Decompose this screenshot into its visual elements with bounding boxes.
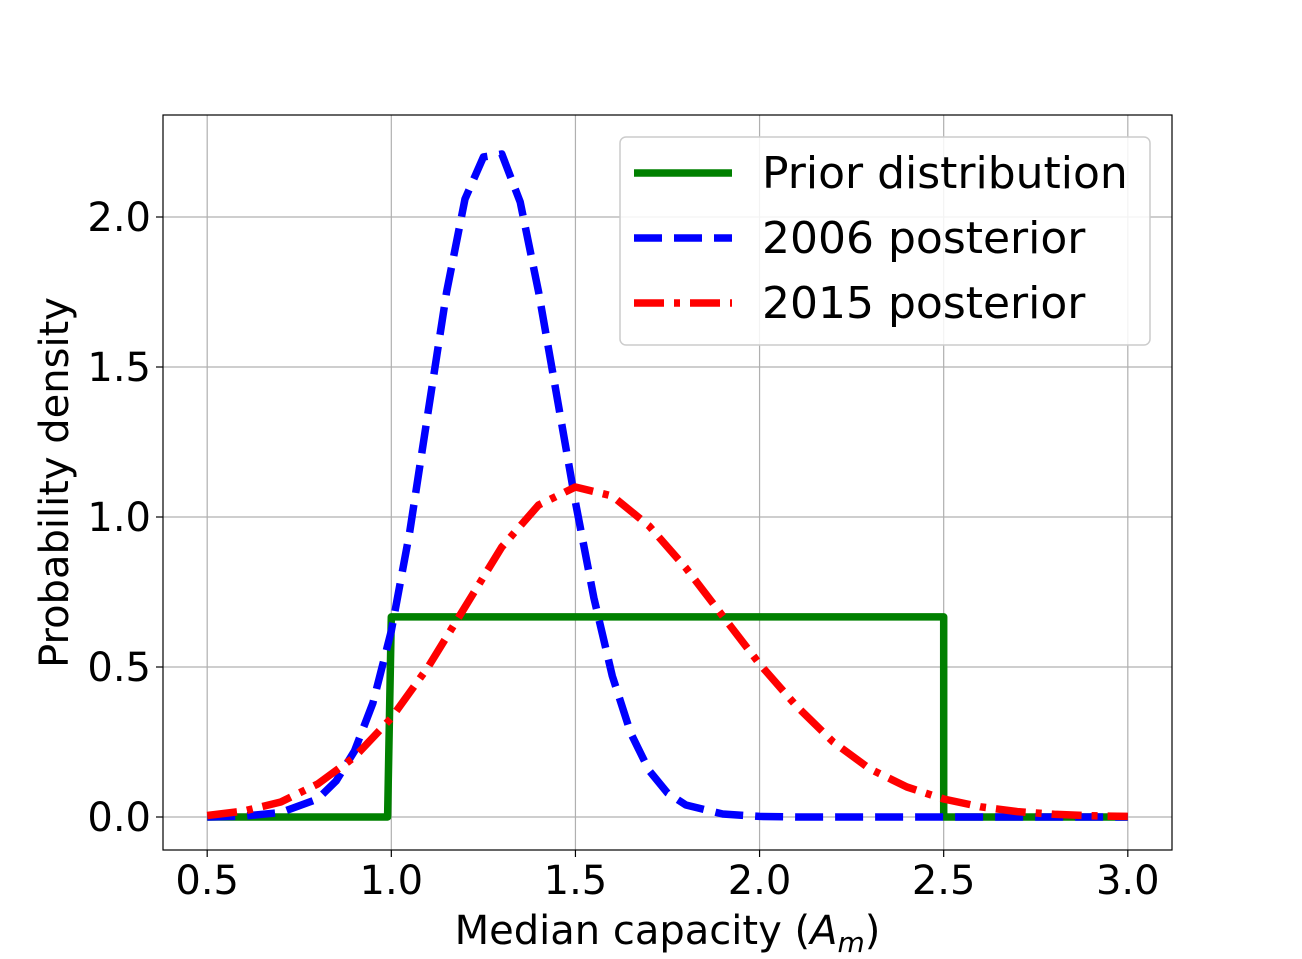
x-tick-label: 2.0	[728, 858, 792, 904]
plot-frame	[162, 114, 1173, 851]
x-tick-label: 3.0	[1096, 858, 1160, 904]
series-line-2	[207, 150, 1128, 821]
axis-ticks: 0.5 1.0 1.5 2.0 2.5 3.0 0.0 0.5 1.0 1.5 2.0	[87, 195, 1159, 904]
legend-items: Prior distribution 2006 posterior 2015 pos…	[634, 148, 1128, 329]
x-axis-label-symbol: A	[807, 908, 837, 954]
legend-box	[619, 136, 1151, 346]
x-axis-label-subscript: m	[837, 926, 864, 955]
legend-label-3: 2015 posterior	[762, 278, 1086, 329]
x-axis-label-text: Median capacity (	[455, 908, 810, 954]
y-tick-label: 0.0	[87, 795, 151, 841]
x-tick-label: 1.0	[360, 858, 424, 904]
series-group	[206, 150, 1128, 821]
legend-label-1: Prior distribution	[762, 148, 1128, 199]
y-tick-label: 1.5	[87, 345, 151, 391]
legend-label-2: 2006 posterior	[762, 213, 1086, 264]
series-line-3	[206, 483, 1128, 821]
y-tick-label: 0.5	[87, 645, 151, 691]
x-axis-label: Median capacity (Am)	[455, 908, 881, 955]
x-tick-label: 2.5	[912, 858, 976, 904]
y-tick-label: 1.0	[87, 495, 151, 541]
y-axis-label: Probability density	[32, 297, 78, 668]
y-tick-label: 2.0	[87, 195, 151, 241]
x-tick-label: 0.5	[175, 858, 239, 904]
x-axis-label-suffix: )	[865, 908, 881, 954]
x-tick-label: 1.5	[544, 858, 608, 904]
series-line-1	[207, 613, 1128, 821]
legend: Prior distribution 2006 posterior 2015 pos…	[619, 136, 1151, 346]
